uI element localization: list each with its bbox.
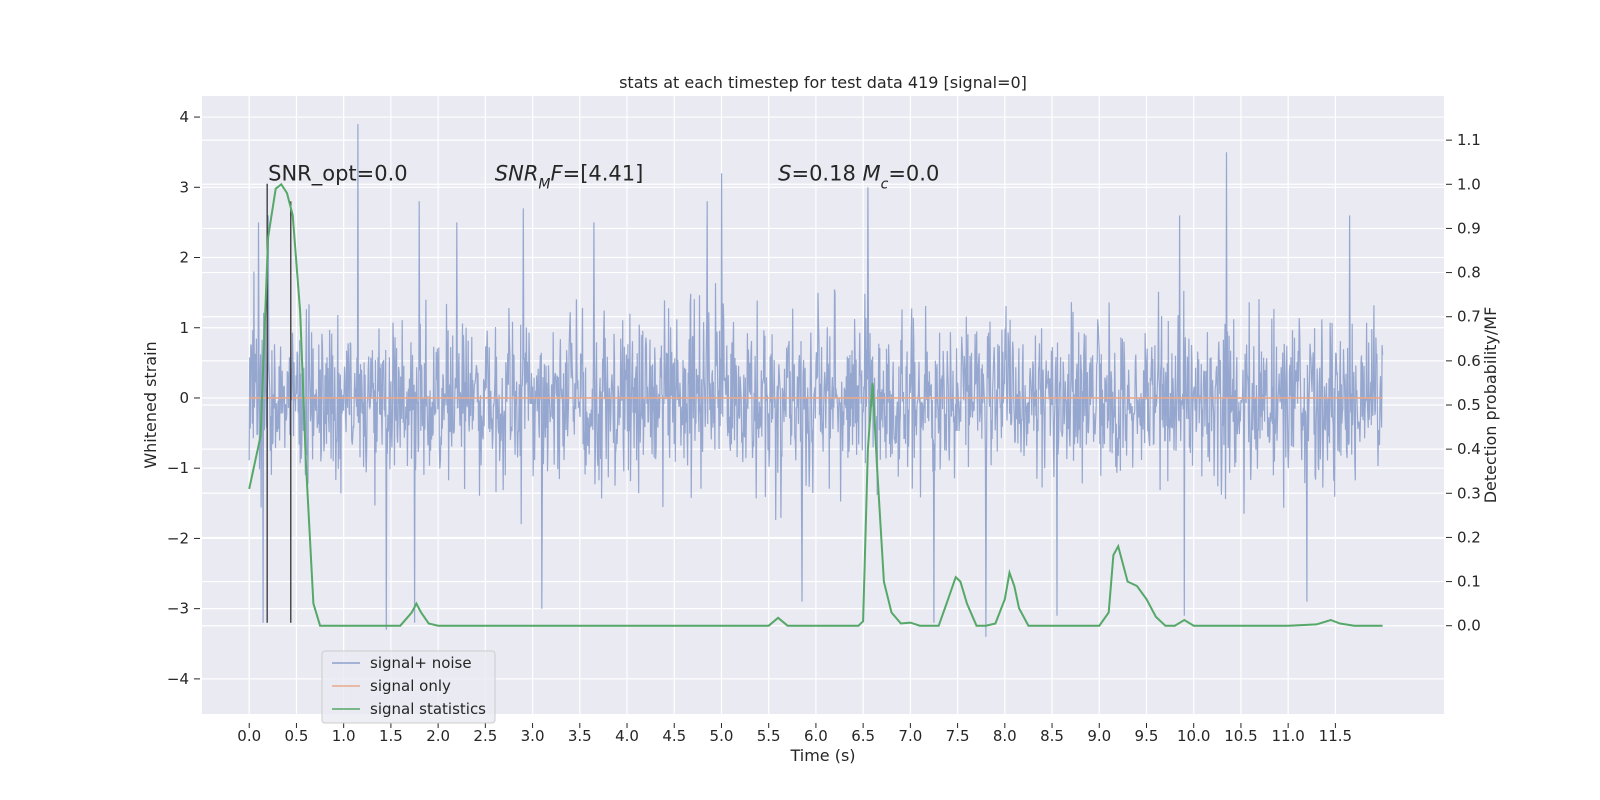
x-tick-label: 6.0 [804,727,828,745]
chart-title: stats at each timestep for test data 419… [619,73,1027,92]
annotations: SNR_opt=0.0 SNRMF=[4.41] S=0.18 Mc=0.0 [268,161,939,192]
y-left-tick-label: 2 [179,249,189,267]
y-right-tick-label: 0.6 [1457,352,1481,370]
y-left-tick-label: 3 [179,178,189,196]
x-tick-label: 0.5 [285,727,309,745]
y-left-tick-label: −4 [167,670,189,688]
x-tick-label: 6.5 [851,727,875,745]
y-right-tick-label: 0.4 [1457,440,1481,458]
annotation-0: SNR_opt=0.0 [268,161,408,186]
legend: signal+ noise signal only signal statist… [321,650,496,724]
legend-label-signal-only: signal only [370,677,451,695]
x-tick-label: 5.0 [710,727,734,745]
y-left-tick-label: −3 [167,600,189,618]
x-tick-label: 1.5 [379,727,403,745]
y-right-tick-label: 0.9 [1457,219,1481,237]
signal-statistics-line [248,182,1383,627]
x-tick-label: 4.5 [662,727,686,745]
y-right-tick-label: 0.0 [1457,617,1481,635]
x-tick-label: 7.0 [898,727,922,745]
y-right-tick-label: 1.1 [1457,131,1481,149]
y-right-axis-label: Detection probability/MF [1481,307,1500,504]
y-right-tick-label: 0.1 [1457,573,1481,591]
legend-label-signal-statistics: signal statistics [370,700,486,718]
x-tick-label: 8.5 [1040,727,1064,745]
y-right-axis-ticks: 0.0 0.1 0.2 0.3 0.4 0.5 0.6 0.7 0.8 0.9 1.0 1.1 [1446,131,1481,635]
annotation-1: SNRMF=[4.41] [495,161,644,192]
x-tick-label: 1.0 [332,727,356,745]
x-tick-label: 11.0 [1271,727,1304,745]
x-tick-label: 2.5 [473,727,497,745]
legend-label-signal-noise: signal+ noise [370,654,472,672]
x-tick-label: 9.0 [1087,727,1111,745]
y-left-tick-label: 1 [179,319,189,337]
x-axis-ticks: 0.0 0.5 1.0 1.5 2.0 2.5 3.0 3.5 4.0 4.5 5.0 5.5 6.0 6… [237,723,1352,745]
y-left-tick-label: −2 [167,529,189,547]
series-signal-statistics [248,182,1383,627]
x-tick-label: 10.0 [1177,727,1210,745]
y-right-tick-label: 0.5 [1457,396,1481,414]
x-tick-label: 3.5 [568,727,592,745]
y-right-tick-label: 0.2 [1457,528,1481,546]
y-left-tick-label: −1 [167,459,189,477]
legend-box [321,650,496,724]
x-tick-label: 7.5 [946,727,970,745]
y-right-tick-label: 0.7 [1457,308,1481,326]
x-tick-label: 4.0 [615,727,639,745]
annotation-2: S=0.18 Mc=0.0 [778,161,939,192]
y-right-tick-label: 1.0 [1457,175,1481,193]
signal-noise-line [248,124,1384,637]
x-tick-label: 5.5 [757,727,781,745]
y-right-tick-label: 0.3 [1457,484,1481,502]
x-tick-label: 9.5 [1135,727,1159,745]
y-left-tick-label: 0 [179,389,189,407]
y-left-axis-ticks: −4 −3 −2 −1 0 1 2 3 4 [167,108,200,688]
x-tick-label: 2.0 [426,727,450,745]
series-signal-noise [248,124,1384,637]
x-tick-label: 3.0 [521,727,545,745]
y-left-axis-label: Whitened strain [141,341,160,468]
y-right-tick-label: 0.8 [1457,264,1481,282]
x-tick-label: 8.0 [993,727,1017,745]
x-tick-label: 11.5 [1319,727,1352,745]
x-axis-label: Time (s) [789,746,855,765]
y-left-tick-label: 4 [179,108,189,126]
x-tick-label: 0.0 [237,727,261,745]
x-tick-label: 10.5 [1224,727,1257,745]
